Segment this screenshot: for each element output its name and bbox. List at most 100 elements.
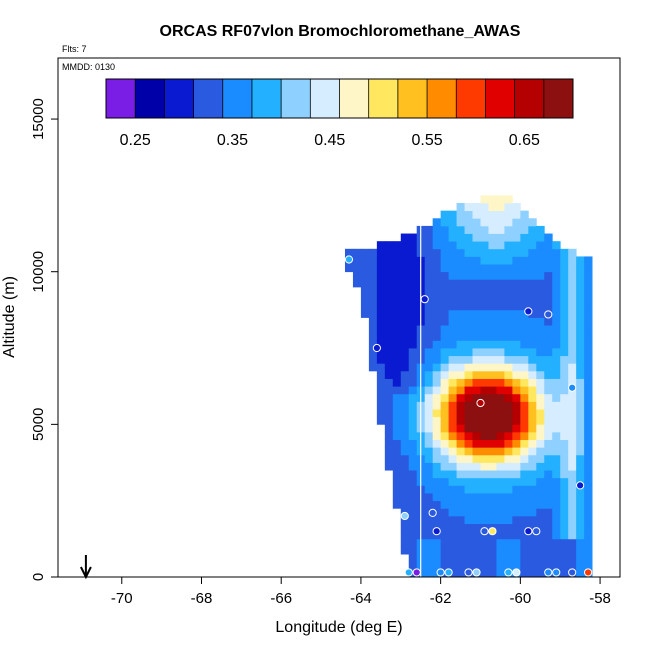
heatmap-cell [448,523,457,532]
heatmap-cell [400,531,410,540]
heatmap-cell [560,286,569,295]
heatmap-cell [368,302,378,311]
heatmap-cell [424,485,434,494]
heatmap-cell [440,294,450,303]
heatmap-cell [504,340,513,349]
heatmap-cell [520,340,529,349]
heatmap-cell [456,531,465,540]
sample-point [476,398,485,408]
heatmap-cell [560,279,569,288]
heatmap-cell [552,447,561,456]
heatmap-cell [408,477,418,486]
heatmap-cell [576,515,585,524]
heatmap-cell [568,325,577,334]
heatmap-cell [424,409,434,418]
heatmap-cell [384,271,394,280]
heatmap-cell [392,332,402,341]
heatmap-cell [440,416,450,425]
heatmap-cell [400,409,410,418]
heatmap-cell [432,416,442,425]
heatmap-cell [584,363,593,372]
heatmap-cell [504,348,513,357]
heatmap-cell [576,348,585,357]
heatmap-cell [392,256,402,265]
heatmap-cell [536,256,545,265]
heatmap-cell [536,485,545,494]
heatmap-cell [464,264,473,273]
heatmap-cell [536,286,545,295]
heatmap-cell [496,424,505,433]
heatmap-cell [528,218,537,227]
heatmap-cell [536,332,545,341]
heatmap-cell [552,424,561,433]
heatmap-cell [432,508,442,517]
heatmap-cell [456,431,465,441]
heatmap-cell [480,256,489,265]
heatmap-cell [400,485,410,494]
heatmap-cell [456,386,465,395]
heatmap-cell [496,462,505,471]
heatmap-cell [560,500,569,509]
heatmap-cell [544,271,553,280]
heatmap-cell [584,439,593,448]
heatmap-cell [472,500,481,509]
heatmap-cell [568,264,577,273]
heatmap-cell [480,370,489,379]
heatmap-cell [536,416,545,425]
heatmap-cell [472,225,481,234]
heatmap-cell [448,218,457,227]
heatmap-cell [584,386,593,395]
sample-point [436,568,445,577]
heatmap-cell [424,225,434,234]
heatmap-cell [440,538,450,547]
heatmap-cell [400,447,410,456]
heatmap-cell [552,355,561,364]
y-axis: 0 5000 10000 15000 [30,98,58,581]
heatmap-cell [400,462,410,471]
heatmap-cell [584,309,593,318]
heatmap-cell [448,309,457,318]
sample-point [552,568,561,577]
heatmap-cell [392,454,402,463]
heatmap-cell [440,241,450,250]
heatmap-cell [512,523,521,532]
heatmap-cell [488,332,497,341]
heatmap-cell [528,531,537,540]
heatmap-cell [560,378,569,387]
heatmap-cell [520,332,529,341]
heatmap-cell [560,424,569,433]
heatmap-cell [536,447,545,456]
heatmap-cell [560,355,569,364]
heatmap-cell [568,271,577,280]
heatmap-cell [456,271,465,280]
heatmap-cell [456,470,465,479]
heatmap-cell [544,508,553,517]
heatmap-cell [424,378,434,387]
heatmap-cell [408,248,418,257]
heatmap-cell [584,531,593,540]
heatmap-cell [536,302,545,311]
sample-point [412,568,421,577]
heatmap-cell [496,439,505,448]
heatmap-cell [536,248,545,257]
heatmap-cell [520,439,529,448]
heatmap-cell [576,325,585,334]
heatmap-cell [408,256,418,265]
heatmap-cell [504,264,513,273]
heatmap-cell [536,470,545,479]
heatmap-cell [384,431,394,441]
heatmap-cell [384,264,394,273]
heatmap-cell [480,210,489,219]
heatmap-cell [432,294,442,303]
heatmap-cell [440,348,450,357]
heatmap-cell [488,493,497,502]
heatmap-cell [576,393,585,402]
heatmap-cell [528,264,537,273]
heatmap-cell [464,286,473,295]
heatmap-cell [504,241,513,250]
heatmap-cell [464,500,473,509]
heatmap-cell [560,439,569,448]
heatmap-cell [488,508,497,517]
heatmap-cell [480,424,489,433]
heatmap-cell [384,286,394,295]
